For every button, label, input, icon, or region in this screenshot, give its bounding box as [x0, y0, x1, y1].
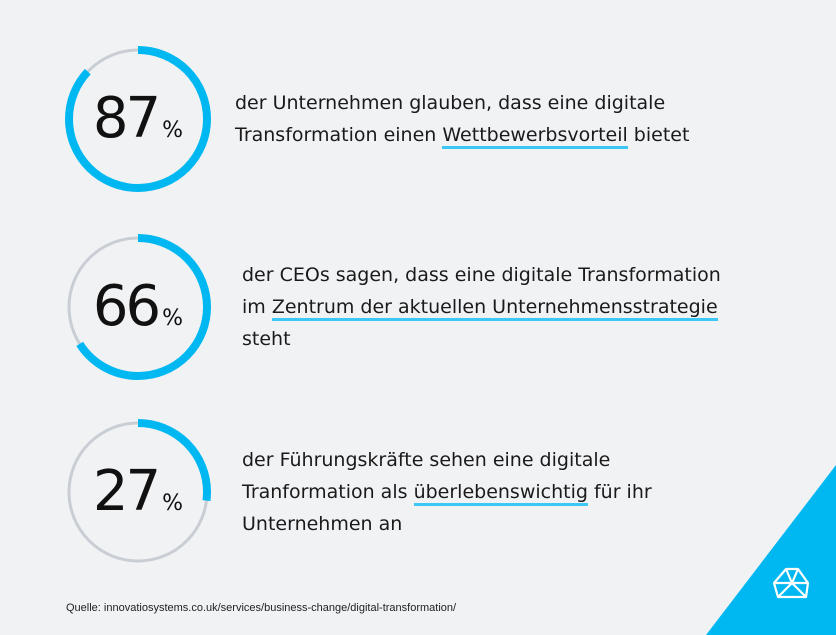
- stat-text-2: der CEOs sagen, dass eine digitale Trans…: [242, 259, 721, 355]
- stat-3-line-3: Unternehmen an: [242, 513, 403, 535]
- stat-3-line-1: der Führungskräfte sehen eine digitale: [242, 449, 611, 471]
- stat-3-line-2-after: für ihr: [587, 481, 652, 503]
- stat-1-line-2: Transformation einen Wettbewerbsvorteil …: [235, 119, 689, 151]
- stat-text-1: der Unternehmen glauben, dass eine digit…: [235, 87, 689, 151]
- donut-arc-3: [65, 419, 211, 565]
- stat-1-line-2-before: Transformation einen: [235, 124, 443, 146]
- corner-triangle-shape: [706, 465, 836, 635]
- stat-value-2: 66: [92, 274, 161, 339]
- stat-2-line-1: der CEOs sagen, dass eine digitale Trans…: [242, 264, 721, 286]
- stat-number-2: 66%: [63, 232, 213, 382]
- stat-1: 87% der Unternehmen glauben, dass eine d…: [0, 44, 836, 194]
- stat-2-line-2-before: im: [242, 296, 272, 318]
- stat-2-highlight: Zentrum der aktuellen Unternehmensstrate…: [271, 296, 718, 321]
- stat-unit-2: %: [162, 305, 184, 331]
- stat-3-line-2: Tranformation als überlebenswichtig für …: [242, 476, 652, 508]
- donut-arc-2: [65, 234, 211, 380]
- stat-2-line-2: im Zentrum der aktuellen Unternehmensstr…: [242, 291, 721, 323]
- stat-1-line-1: der Unternehmen glauben, dass eine digit…: [235, 92, 666, 114]
- donut-ring-1: 87%: [63, 44, 213, 194]
- stat-3-highlight: überlebenswichtig: [413, 481, 588, 506]
- stat-1-highlight: Wettbewerbsvorteil: [442, 124, 628, 149]
- corner-triangle: [706, 465, 836, 635]
- donut-chart-1: [65, 46, 211, 192]
- stat-unit-1: %: [162, 117, 184, 143]
- stat-number-1: 87%: [63, 44, 213, 194]
- stat-2-line-3: steht: [242, 328, 291, 350]
- diamond-logo-icon: [772, 567, 810, 599]
- donut-arc-1: [65, 46, 211, 192]
- stat-value-1: 87: [92, 86, 161, 151]
- stat-3: 27% der Führungskräfte sehen eine digita…: [0, 417, 836, 567]
- donut-chart-2: [65, 234, 211, 380]
- stat-1-line-2-after: bietet: [627, 124, 690, 146]
- donut-chart-3: [65, 419, 211, 565]
- stat-2: 66% der CEOs sagen, dass eine digitale T…: [0, 232, 836, 382]
- source-citation: Quelle: innovatiosystems.co.uk/services/…: [66, 602, 457, 614]
- donut-ring-2: 66%: [63, 232, 213, 382]
- stat-3-line-2-before: Tranformation als: [242, 481, 414, 503]
- stat-number-3: 27%: [63, 417, 213, 567]
- stat-value-3: 27: [92, 459, 161, 524]
- stat-unit-3: %: [162, 490, 184, 516]
- stat-text-3: der Führungskräfte sehen eine digitale T…: [242, 444, 652, 540]
- donut-ring-3: 27%: [63, 417, 213, 567]
